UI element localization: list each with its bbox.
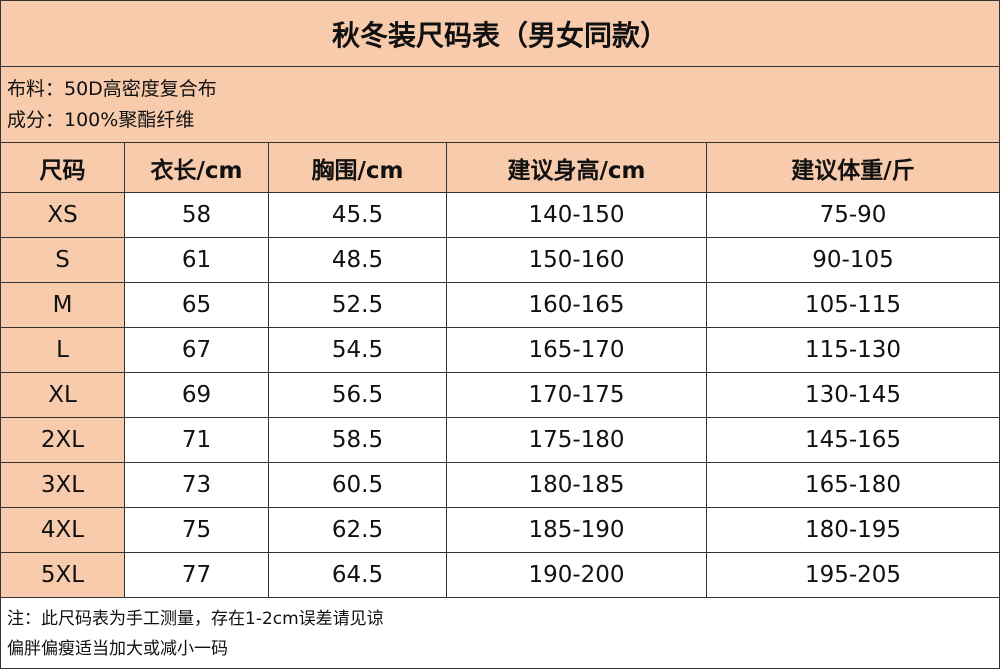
table-cell: 190-200 — [447, 553, 707, 597]
table-cell: 90-105 — [812, 247, 894, 273]
table-cell: 195-205 — [804, 562, 902, 588]
table-cell: XL — [1, 373, 125, 417]
info-line: 布料：50D高密度复合布 — [7, 78, 217, 100]
table-cell: 48.5 — [269, 238, 447, 282]
table-cell: 60.5 — [269, 463, 447, 507]
table-cell: 165-180 — [804, 472, 902, 498]
table-cell: 180-195 — [804, 517, 902, 543]
table-cell: XS — [1, 193, 125, 237]
table-cell: 180-185 — [447, 463, 707, 507]
table-cell: 62.5 — [269, 508, 447, 552]
table-cell: 54.5 — [269, 328, 447, 372]
table-cell: 165-170 — [447, 328, 707, 372]
table-cell: M — [1, 283, 125, 327]
table-row: S 61 48.5 150-160 90-105 — [1, 238, 999, 283]
table-cell: 45.5 — [269, 193, 447, 237]
note-line: 偏胖偏瘦适当加大或减小一码 — [7, 639, 228, 659]
table-cell: 105-115 — [804, 292, 902, 318]
info-line: 成分：100%聚酯纤维 — [7, 109, 195, 131]
table-cell: 建议体重/斤 — [707, 143, 999, 192]
table-cell: 175-180 — [447, 418, 707, 462]
table-cell: 69 — [125, 373, 269, 417]
table-cell: 73 — [125, 463, 269, 507]
table-cell: 115-130 — [804, 337, 902, 363]
table-row: 2XL 71 58.5 175-180 145-165 — [1, 418, 999, 463]
table-row: L 67 54.5 165-170 115-130 — [1, 328, 999, 373]
table-cell: 145-165 — [804, 427, 902, 453]
title: 秋冬装尺码表（男女同款） — [1, 1, 999, 67]
table-cell: 衣长/cm — [125, 143, 269, 192]
table-cell: 67 — [125, 328, 269, 372]
table-cell: 130-145 — [804, 382, 902, 408]
table-header: 尺码 衣长/cm 胸围/cm 建议身高/cm 建议体重/斤 — [1, 143, 999, 193]
table-cell: 170-175 — [447, 373, 707, 417]
table-cell: 3XL — [1, 463, 125, 507]
table-row: XL 69 56.5 170-175 130-145 — [1, 373, 999, 418]
table-cell: 140-150 — [447, 193, 707, 237]
table-cell: 胸围/cm — [269, 143, 447, 192]
table-row: M 65 52.5 160-165 105-115 — [1, 283, 999, 328]
table-cell: S — [1, 238, 125, 282]
table-cell: 64.5 — [269, 553, 447, 597]
table-cell: 52.5 — [269, 283, 447, 327]
table-cell: 2XL — [1, 418, 125, 462]
table-cell: 185-190 — [447, 508, 707, 552]
table-row: XS 58 45.5 140-150 75-90 — [1, 193, 999, 238]
note-line: 注：此尺码表为手工测量，存在1-2cm误差请见谅 — [7, 609, 384, 629]
table-cell: 75-90 — [819, 202, 887, 228]
table-cell: 61 — [125, 238, 269, 282]
table-cell: L — [1, 328, 125, 372]
table-cell: 5XL — [1, 553, 125, 597]
table-cell: 56.5 — [269, 373, 447, 417]
table-cell: 77 — [125, 553, 269, 597]
table-cell: 150-160 — [447, 238, 707, 282]
fabric-info: 布料：50D高密度复合布 成分：100%聚酯纤维 — [1, 67, 999, 143]
table-cell: 建议身高/cm — [447, 143, 707, 192]
table-cell: 尺码 — [1, 143, 125, 192]
table-cell: 65 — [125, 283, 269, 327]
table-cell: 71 — [125, 418, 269, 462]
table-cell: 75 — [125, 508, 269, 552]
table-cell: 58 — [125, 193, 269, 237]
table-cell: 4XL — [1, 508, 125, 552]
table-row: 5XL 77 64.5 190-200 195-205 — [1, 553, 999, 598]
table-row: 4XL 75 62.5 185-190 180-195 — [1, 508, 999, 553]
table-row: 3XL 73 60.5 180-185 165-180 — [1, 463, 999, 508]
table-cell: 160-165 — [447, 283, 707, 327]
notes: 注：此尺码表为手工测量，存在1-2cm误差请见谅 偏胖偏瘦适当加大或减小一码 — [1, 598, 999, 668]
table-cell: 58.5 — [269, 418, 447, 462]
